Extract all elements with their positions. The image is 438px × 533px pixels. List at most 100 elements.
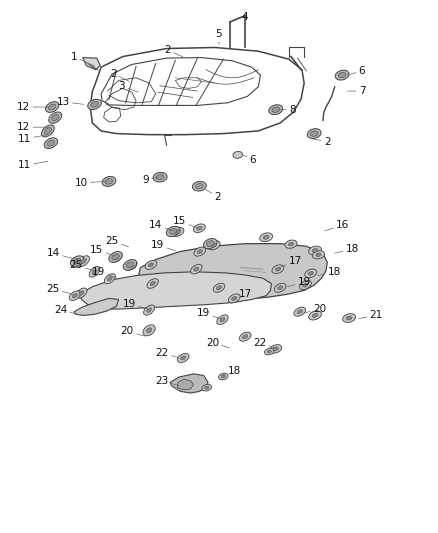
Ellipse shape — [150, 281, 155, 286]
Ellipse shape — [278, 286, 283, 290]
Ellipse shape — [78, 256, 90, 266]
Polygon shape — [80, 272, 272, 309]
Ellipse shape — [76, 288, 87, 298]
Text: 19: 19 — [288, 278, 311, 287]
Text: 4: 4 — [242, 12, 248, 28]
Ellipse shape — [49, 112, 62, 123]
Ellipse shape — [112, 254, 119, 260]
Ellipse shape — [102, 176, 116, 187]
Ellipse shape — [71, 256, 84, 266]
Ellipse shape — [47, 140, 55, 146]
Text: 23: 23 — [155, 376, 179, 386]
Ellipse shape — [197, 227, 202, 230]
Ellipse shape — [194, 247, 206, 256]
Ellipse shape — [128, 263, 134, 268]
Polygon shape — [74, 298, 119, 316]
Ellipse shape — [79, 291, 84, 295]
Ellipse shape — [105, 179, 113, 184]
Text: 2: 2 — [206, 189, 221, 203]
Text: 24: 24 — [54, 305, 83, 316]
Text: 9: 9 — [142, 175, 158, 185]
Ellipse shape — [49, 104, 56, 110]
Polygon shape — [170, 374, 208, 393]
Text: 22: 22 — [155, 348, 179, 358]
Ellipse shape — [300, 280, 311, 289]
Ellipse shape — [147, 279, 159, 288]
Ellipse shape — [88, 99, 101, 109]
Ellipse shape — [312, 251, 325, 259]
Text: 25: 25 — [46, 284, 73, 294]
Ellipse shape — [114, 255, 119, 260]
Ellipse shape — [205, 386, 209, 389]
Ellipse shape — [203, 239, 217, 249]
Ellipse shape — [143, 325, 155, 336]
Ellipse shape — [309, 311, 321, 320]
Ellipse shape — [335, 70, 349, 80]
Ellipse shape — [42, 125, 54, 137]
Ellipse shape — [229, 294, 240, 303]
Ellipse shape — [192, 181, 206, 191]
Ellipse shape — [265, 348, 274, 355]
Ellipse shape — [263, 235, 269, 239]
Ellipse shape — [273, 347, 279, 351]
Ellipse shape — [297, 310, 302, 314]
Ellipse shape — [148, 263, 154, 267]
Ellipse shape — [310, 131, 318, 136]
Ellipse shape — [239, 332, 251, 341]
Ellipse shape — [243, 335, 248, 338]
Ellipse shape — [107, 277, 112, 281]
Text: 10: 10 — [75, 178, 106, 188]
Ellipse shape — [171, 228, 184, 237]
Ellipse shape — [147, 308, 152, 312]
Ellipse shape — [305, 269, 317, 278]
Ellipse shape — [307, 128, 321, 139]
Polygon shape — [83, 58, 100, 70]
Text: 6: 6 — [347, 66, 365, 76]
Text: 11: 11 — [18, 160, 48, 171]
Text: 17: 17 — [279, 256, 302, 268]
Text: 18: 18 — [221, 366, 241, 376]
Ellipse shape — [191, 264, 202, 274]
Text: 5: 5 — [215, 29, 223, 44]
Text: 7: 7 — [347, 86, 365, 96]
Ellipse shape — [145, 261, 157, 270]
Ellipse shape — [44, 127, 51, 134]
Ellipse shape — [274, 283, 286, 292]
Ellipse shape — [294, 307, 306, 316]
Ellipse shape — [126, 262, 134, 268]
Ellipse shape — [146, 328, 152, 333]
Text: 12: 12 — [17, 102, 48, 112]
Text: 25: 25 — [105, 236, 129, 247]
Text: 16: 16 — [325, 220, 349, 231]
Ellipse shape — [202, 384, 212, 391]
Ellipse shape — [177, 353, 189, 362]
Ellipse shape — [338, 72, 346, 78]
Text: 11: 11 — [18, 134, 48, 144]
Text: 17: 17 — [234, 289, 252, 300]
Text: 2: 2 — [110, 69, 130, 82]
Ellipse shape — [232, 296, 237, 301]
Text: 19: 19 — [197, 308, 220, 319]
Ellipse shape — [285, 240, 297, 248]
Ellipse shape — [312, 248, 318, 253]
Ellipse shape — [44, 138, 58, 149]
Ellipse shape — [233, 151, 243, 158]
Ellipse shape — [220, 318, 225, 322]
Ellipse shape — [166, 227, 180, 237]
Ellipse shape — [270, 345, 282, 353]
Ellipse shape — [312, 313, 318, 318]
Text: 20: 20 — [121, 326, 145, 336]
Ellipse shape — [316, 253, 321, 257]
Ellipse shape — [194, 267, 199, 271]
Ellipse shape — [111, 253, 122, 262]
Ellipse shape — [81, 259, 86, 264]
Ellipse shape — [123, 260, 137, 270]
Ellipse shape — [52, 115, 59, 121]
Ellipse shape — [211, 243, 217, 247]
Ellipse shape — [175, 230, 180, 234]
Ellipse shape — [272, 265, 284, 273]
Ellipse shape — [153, 172, 167, 182]
Ellipse shape — [221, 375, 226, 378]
Text: 6: 6 — [243, 155, 256, 165]
Text: 14: 14 — [46, 248, 77, 260]
